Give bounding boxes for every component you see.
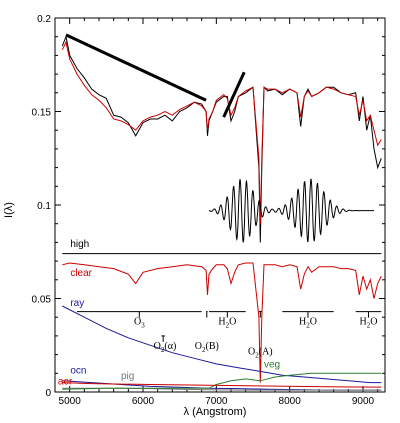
series-line-veg: [62, 372, 382, 390]
series-line-ray: [62, 305, 382, 384]
band-label: H2O: [218, 317, 236, 330]
x-tick-label: 6000: [132, 396, 155, 407]
wave-packet: [208, 178, 374, 243]
y-tick-label: 0.05: [32, 295, 52, 306]
x-tick-label: 9000: [352, 396, 375, 407]
series-label-pig: pig: [121, 371, 134, 382]
band-label: O2(A): [248, 347, 273, 360]
plot-frame: [54, 17, 386, 393]
series-line-aer: [62, 382, 382, 388]
band-label: O2(α): [154, 341, 177, 354]
series-label-high: high: [70, 239, 89, 250]
slope-line: [222, 71, 246, 118]
annotations: O3 O2(α) O2(B) H2O O2(A) H2O H2O: [65, 33, 382, 360]
series-line-clear: [62, 262, 382, 383]
series-line-spectrum-0: [61, 34, 382, 243]
band-label: O2(B): [195, 341, 219, 354]
axis-ticks: 5000 6000 7000 8000 9000 0 0.05 0.1 0.15 0.2: [32, 14, 385, 407]
series-label-veg: veg: [264, 360, 280, 371]
y-tick-label: 0.2: [37, 14, 51, 25]
band-label: O3: [134, 317, 145, 330]
series-label-clear: clear: [70, 268, 92, 279]
y-axis-title: I(λ): [3, 202, 15, 218]
y-tick-label: 0.1: [37, 201, 51, 212]
y-tick-label: 0.15: [32, 108, 52, 119]
band-label: H2O: [299, 317, 317, 330]
band-label: H2O: [360, 317, 378, 330]
series-labels: high clear ray ocn pig veg aer: [58, 239, 280, 388]
y-tick-label: 0: [45, 388, 51, 399]
series-line-spectrum-1: [61, 40, 382, 224]
x-tick-label: 7000: [205, 396, 228, 407]
series-label-aer: aer: [58, 377, 73, 388]
slope-line: [65, 33, 207, 102]
series-label-ocn: ocn: [70, 365, 86, 376]
plot-border: [54, 17, 386, 393]
series-lines: [61, 34, 382, 391]
x-tick-label: 8000: [279, 396, 302, 407]
x-tick-label: 5000: [59, 396, 82, 407]
series-label-ray: ray: [70, 298, 84, 309]
x-axis-title: λ (Angstrom): [184, 406, 247, 418]
